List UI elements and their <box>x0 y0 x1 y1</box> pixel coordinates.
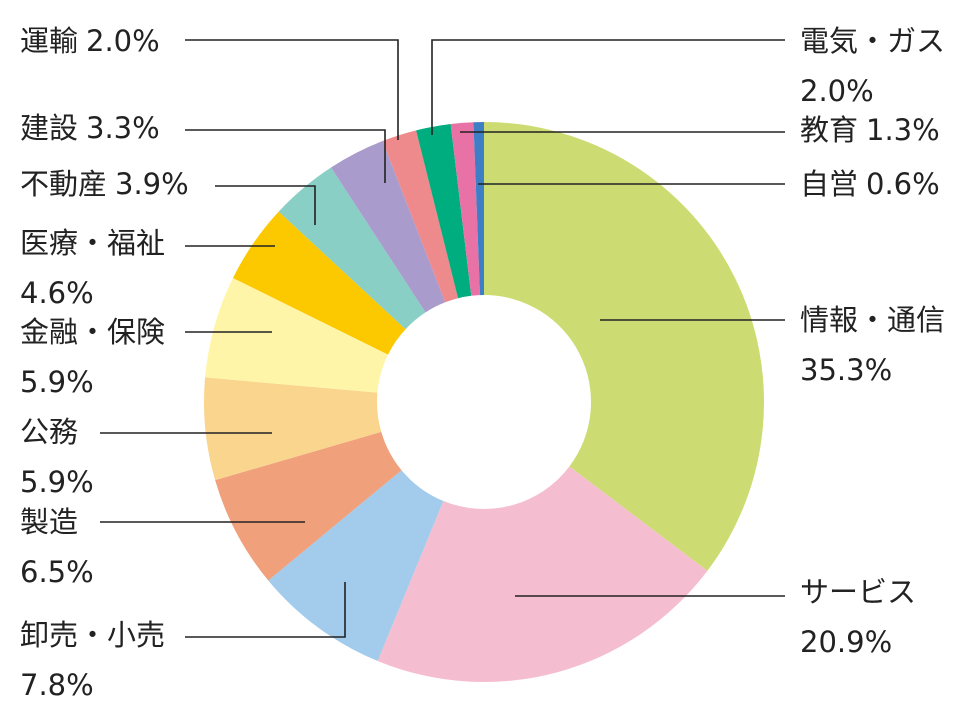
donut-slice <box>204 377 382 481</box>
category-name: 教育 <box>800 113 858 147</box>
donut-slice <box>268 470 444 662</box>
donut-slice <box>331 141 446 313</box>
category-name: 公務 <box>20 415 78 449</box>
value-label: 5.9% <box>20 365 94 399</box>
slice-label: 医療・福祉 4.6% <box>20 226 165 310</box>
leader-line <box>185 582 346 638</box>
category-name: 金融・保険 <box>20 315 165 349</box>
slice-label: 公務 5.9% <box>20 415 94 499</box>
slice-label: 製造 6.5% <box>20 505 94 589</box>
value-label: 4.6% <box>20 276 94 310</box>
slice-label: 教育 1.3% <box>800 113 940 147</box>
category-name: 不動産 <box>20 167 107 201</box>
slice-label: サービス 20.9% <box>800 575 916 659</box>
donut-slice <box>450 122 480 296</box>
value-label: 5.9% <box>20 465 94 499</box>
category-name: 自営 <box>800 167 858 201</box>
donut-slice <box>377 466 708 682</box>
donut-slice <box>382 130 459 303</box>
slice-label: 卸売・小売 7.8% <box>20 618 165 702</box>
donut-slice <box>416 123 472 299</box>
leader-line <box>185 129 386 183</box>
slice-label: 不動産 3.9% <box>20 167 189 201</box>
value-label: 6.5% <box>20 555 94 589</box>
slice-label: 自営 0.6% <box>800 167 940 201</box>
value-label: 0.6% <box>866 167 940 201</box>
slice-label: 電気・ガス 2.0% <box>800 24 945 108</box>
donut-slice <box>484 122 764 571</box>
category-name: 運輸 <box>20 24 78 58</box>
slice-label: 運輸 2.0% <box>20 24 160 58</box>
slice-label: 金融・保険 5.9% <box>20 315 165 399</box>
leader-line <box>215 185 316 225</box>
donut-slice <box>232 211 406 355</box>
donut-slice <box>473 122 484 296</box>
value-label: 3.3% <box>86 111 160 145</box>
donut-slice <box>205 278 389 393</box>
donut-slice <box>215 431 402 581</box>
value-label: 2.0% <box>86 24 160 58</box>
value-label: 20.9% <box>800 625 892 659</box>
value-label: 35.3% <box>800 353 892 387</box>
value-label: 1.3% <box>866 113 940 147</box>
slice-label: 情報・通信 35.3% <box>800 303 945 387</box>
category-name: 卸売・小売 <box>20 618 165 652</box>
category-name: サービス <box>800 575 916 609</box>
value-label: 3.9% <box>115 167 189 201</box>
leader-line <box>185 39 399 140</box>
value-label: 2.0% <box>800 74 874 108</box>
value-label: 7.8% <box>20 668 94 702</box>
slice-label: 建設 3.3% <box>20 111 160 145</box>
category-name: 医療・福祉 <box>20 226 165 260</box>
category-name: 製造 <box>20 505 78 539</box>
category-name: 電気・ガス <box>800 24 945 58</box>
leader-line <box>431 39 785 135</box>
category-name: 建設 <box>20 111 78 145</box>
category-name: 情報・通信 <box>800 303 945 337</box>
